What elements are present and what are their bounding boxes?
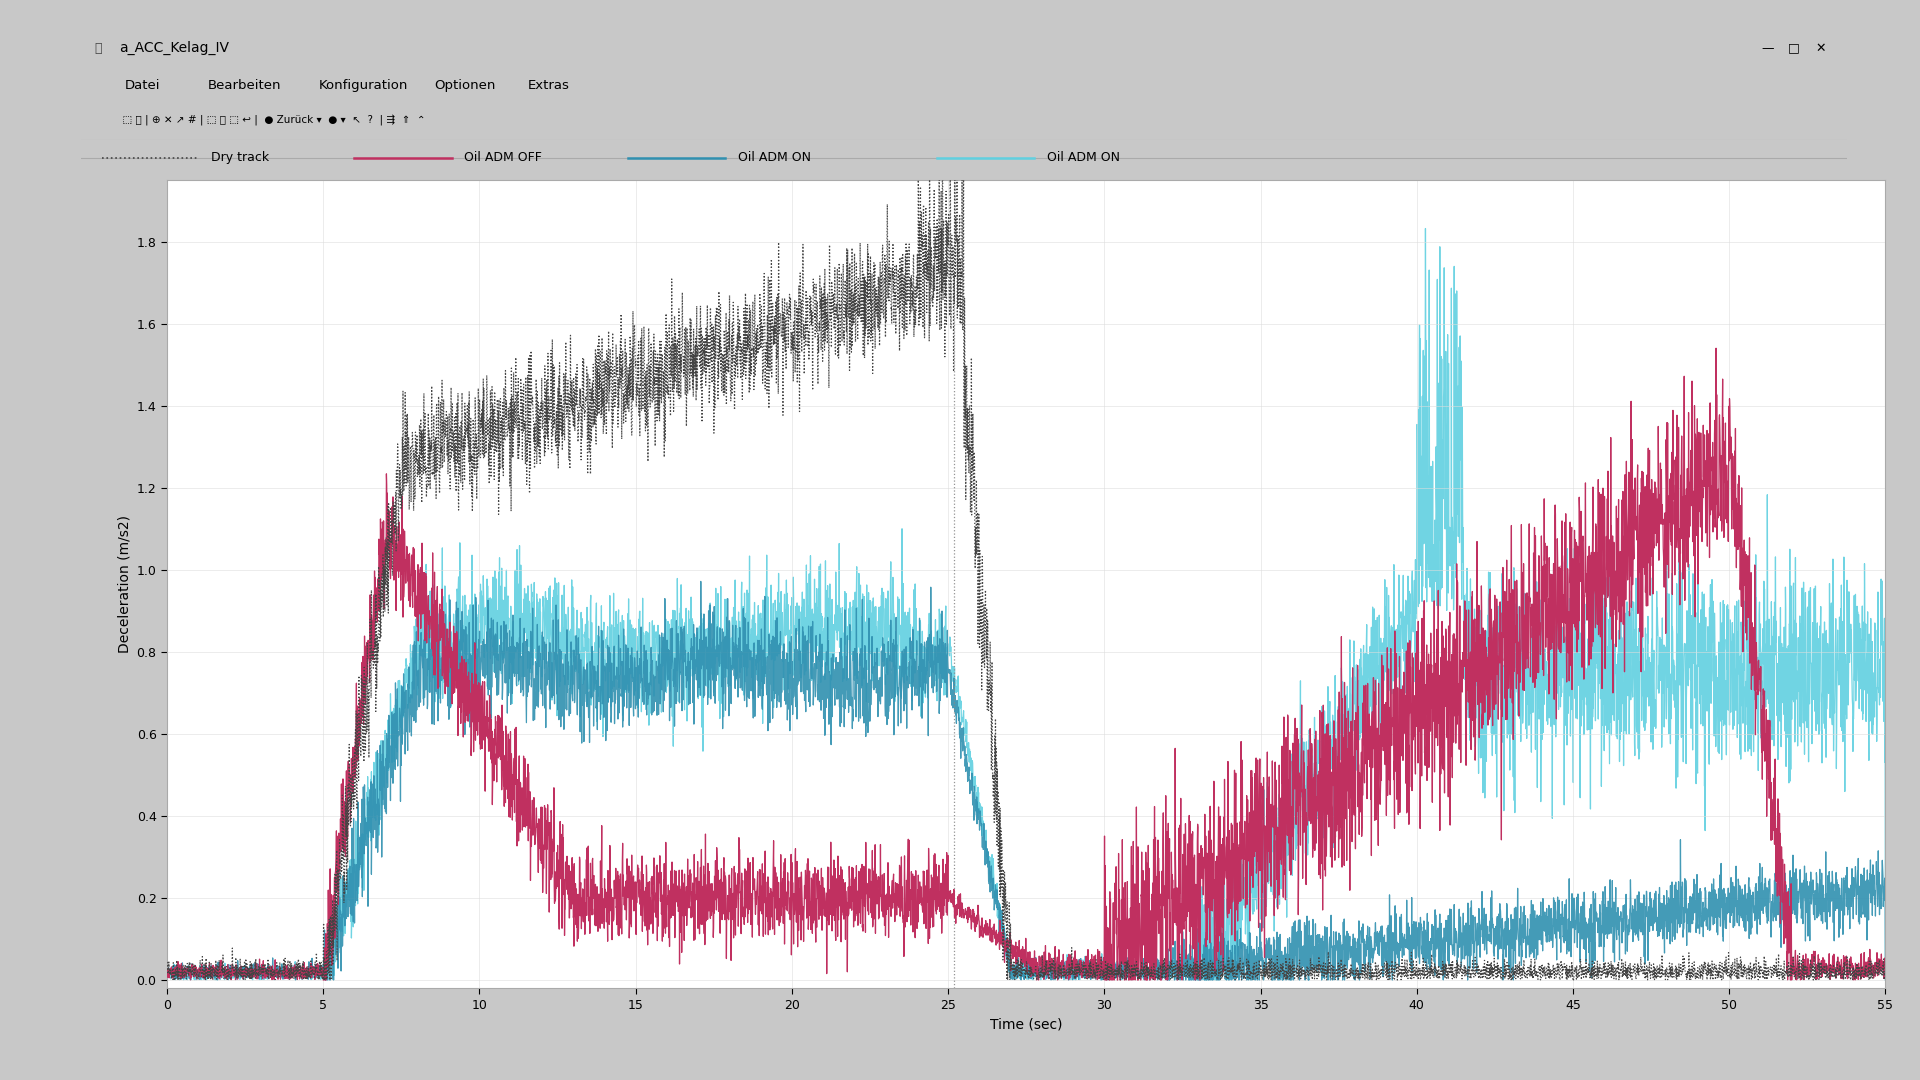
Text: Dry track: Dry track (211, 151, 269, 164)
Text: ⬛: ⬛ (94, 41, 102, 55)
Text: ⬚ 💾 | ⊕ ✕ ↗ # | ⬚ 🖨 ⬚ ↩ |  ● Zurück ▾  ● ▾  ↖  ?  | ⇶  ⇑  ⌃: ⬚ 💾 | ⊕ ✕ ↗ # | ⬚ 🖨 ⬚ ↩ | ● Zurück ▾ ● ▾… (115, 114, 426, 125)
Text: Extras: Extras (528, 79, 570, 92)
Y-axis label: Deceleration (m/s2): Deceleration (m/s2) (117, 515, 131, 653)
Text: ✕: ✕ (1814, 41, 1826, 55)
X-axis label: Time (sec): Time (sec) (991, 1017, 1062, 1031)
Text: Oil ADM OFF: Oil ADM OFF (465, 151, 541, 164)
Text: —: — (1761, 41, 1774, 55)
Text: Oil ADM ON: Oil ADM ON (737, 151, 810, 164)
Text: a_ACC_Kelag_IV: a_ACC_Kelag_IV (119, 41, 230, 55)
Text: Konfiguration: Konfiguration (319, 79, 409, 92)
Text: Datei: Datei (125, 79, 159, 92)
Text: Optionen: Optionen (434, 79, 495, 92)
Text: Oil ADM ON: Oil ADM ON (1046, 151, 1119, 164)
Text: □: □ (1788, 41, 1799, 55)
Text: Bearbeiten: Bearbeiten (207, 79, 282, 92)
